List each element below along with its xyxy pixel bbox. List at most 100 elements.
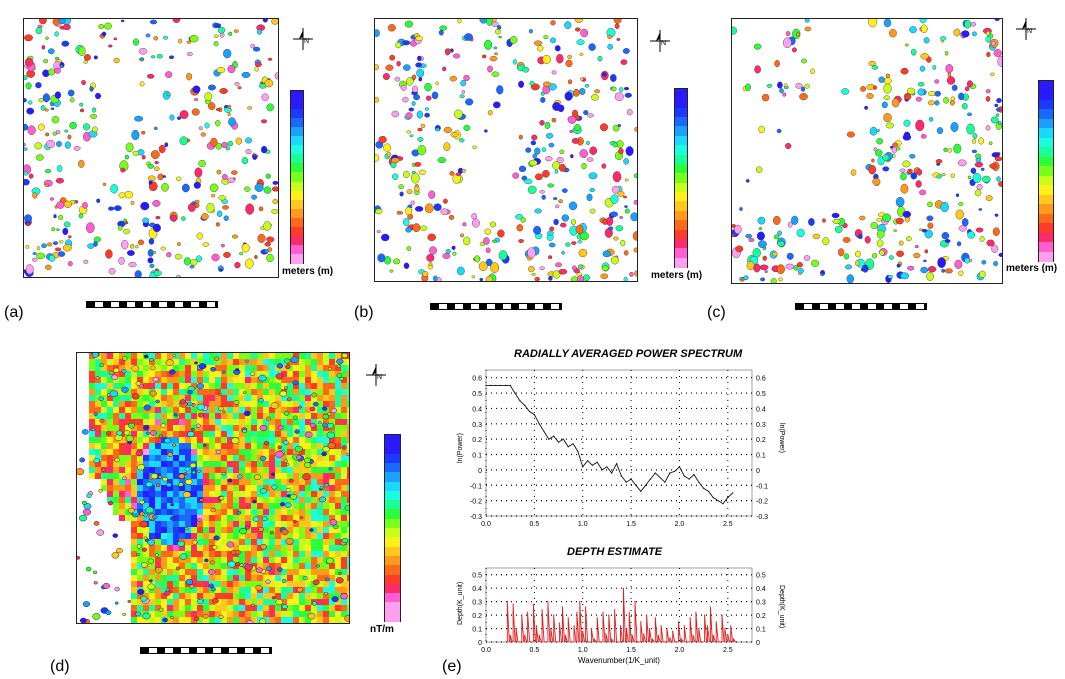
grid-cell [239, 617, 245, 623]
data-point [518, 641, 519, 642]
anomaly-dot [106, 432, 110, 436]
grid-cell [221, 383, 227, 389]
grid-cell [269, 557, 275, 563]
grid-cell [233, 497, 239, 503]
grid-cell [191, 449, 197, 455]
grid-cell [107, 413, 113, 419]
anomaly-dot [785, 143, 791, 149]
anomaly-dot [579, 88, 585, 95]
grid-cell [179, 365, 185, 371]
grid-cell [251, 365, 257, 371]
y-tick-label-right: 0.5 [756, 391, 766, 398]
grid-cell [197, 533, 203, 539]
anomaly-dot [137, 589, 144, 594]
grid-cell [341, 365, 347, 371]
grid-cell [161, 527, 167, 533]
anomaly-dot [747, 261, 755, 270]
grid-cell [305, 359, 311, 365]
anomaly-dot [574, 124, 581, 130]
grid-cell [269, 503, 275, 509]
grid-cell [329, 377, 335, 383]
grid-cell [263, 467, 269, 473]
anomaly-dot [871, 222, 878, 229]
grid-cell [347, 461, 349, 467]
anomaly-dot [28, 126, 36, 135]
anomaly-dot [166, 252, 171, 257]
grid-cell [299, 431, 305, 437]
grid-cell [269, 443, 275, 449]
grid-cell [329, 581, 335, 587]
data-point [495, 385, 496, 386]
anomaly-dot [262, 94, 269, 101]
grid-cell [119, 467, 125, 473]
grid-cell [347, 527, 349, 533]
grid-cell [179, 371, 185, 377]
colorbar-segment [675, 258, 687, 268]
grid-cell [131, 359, 137, 365]
anomaly-dot [419, 170, 425, 175]
grid-cell [305, 353, 311, 359]
grid-cell [161, 443, 167, 449]
grid-cell [191, 395, 197, 401]
anomaly-dot [55, 92, 61, 99]
grid-cell [149, 461, 155, 467]
grid-cell [203, 593, 209, 599]
grid-cell [245, 353, 251, 359]
anomaly-dot [461, 80, 466, 86]
anomaly-dot [272, 19, 279, 25]
anomaly-dot [611, 195, 619, 204]
anomaly-dot [96, 377, 99, 380]
grid-cell [209, 575, 215, 581]
grid-cell [329, 587, 335, 593]
anomaly-dot [108, 45, 112, 48]
grid-cell [227, 467, 233, 473]
b-panel-label: (b) [354, 304, 374, 322]
anomaly-dot [994, 49, 1002, 56]
grid-cell [347, 473, 349, 479]
grid-cell [335, 383, 341, 389]
anomaly-dot [87, 244, 94, 249]
grid-cell [347, 431, 349, 437]
grid-cell [245, 557, 251, 563]
anomaly-dot [84, 260, 89, 263]
grid-cell [275, 605, 281, 611]
anomaly-dot [175, 254, 182, 259]
a-colorbar [290, 90, 304, 264]
grid-cell [329, 395, 335, 401]
grid-cell [293, 551, 299, 557]
grid-cell [335, 611, 341, 617]
grid-cell [173, 383, 179, 389]
anomaly-dot [284, 359, 290, 364]
grid-cell [221, 479, 227, 485]
anomaly-dot [310, 529, 314, 532]
grid-cell [233, 353, 239, 359]
anomaly-dot [986, 125, 990, 130]
grid-cell [173, 359, 179, 365]
grid-cell [227, 521, 233, 527]
grid-cell [203, 473, 209, 479]
grid-cell [203, 581, 209, 587]
anomaly-dot [257, 29, 262, 34]
anomaly-dot [64, 201, 72, 208]
grid-cell [101, 443, 107, 449]
anomaly-dot [220, 497, 224, 500]
grid-cell [239, 521, 245, 527]
anomaly-dot [792, 48, 797, 53]
anomaly-dot [813, 234, 820, 239]
anomaly-dot [222, 411, 225, 413]
data-point [524, 405, 525, 406]
grid-cell [125, 449, 131, 455]
x-tick-label: 1.0 [578, 521, 588, 528]
grid-cell [245, 581, 251, 587]
colorbar-segment [385, 612, 400, 622]
data-point [534, 414, 535, 415]
anomaly-dot [45, 265, 51, 270]
grid-cell [251, 455, 257, 461]
anomaly-dot [763, 256, 767, 261]
grid-cell [185, 605, 191, 611]
grid-cell [293, 467, 299, 473]
grid-cell [293, 581, 299, 587]
grid-cell [203, 425, 209, 431]
anomaly-dot [620, 240, 625, 246]
anomaly-dot [115, 587, 120, 591]
